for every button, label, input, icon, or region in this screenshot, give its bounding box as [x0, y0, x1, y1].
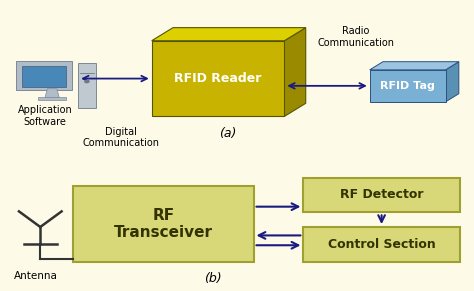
Text: Radio
Communication: Radio Communication: [317, 26, 394, 48]
Polygon shape: [152, 28, 306, 41]
Polygon shape: [284, 28, 306, 116]
FancyBboxPatch shape: [78, 63, 96, 108]
FancyBboxPatch shape: [16, 61, 72, 90]
Text: RFID Tag: RFID Tag: [380, 81, 435, 91]
Polygon shape: [370, 70, 446, 102]
Text: Application
Software: Application Software: [18, 105, 73, 127]
FancyBboxPatch shape: [303, 227, 460, 262]
FancyBboxPatch shape: [303, 178, 460, 212]
FancyBboxPatch shape: [38, 97, 66, 100]
Polygon shape: [45, 89, 59, 97]
Text: Antenna: Antenna: [14, 271, 57, 281]
Text: (b): (b): [204, 272, 222, 285]
Polygon shape: [446, 62, 459, 102]
Text: RF Detector: RF Detector: [340, 189, 423, 201]
Circle shape: [85, 80, 89, 83]
FancyBboxPatch shape: [73, 186, 254, 262]
Text: Digital
Communication: Digital Communication: [82, 127, 159, 148]
Text: Control Section: Control Section: [328, 238, 436, 251]
Text: (a): (a): [219, 127, 236, 140]
Polygon shape: [370, 62, 459, 70]
FancyBboxPatch shape: [22, 66, 66, 87]
Text: RF
Transceiver: RF Transceiver: [114, 208, 213, 240]
Text: RFID Reader: RFID Reader: [174, 72, 262, 85]
Polygon shape: [152, 41, 284, 116]
